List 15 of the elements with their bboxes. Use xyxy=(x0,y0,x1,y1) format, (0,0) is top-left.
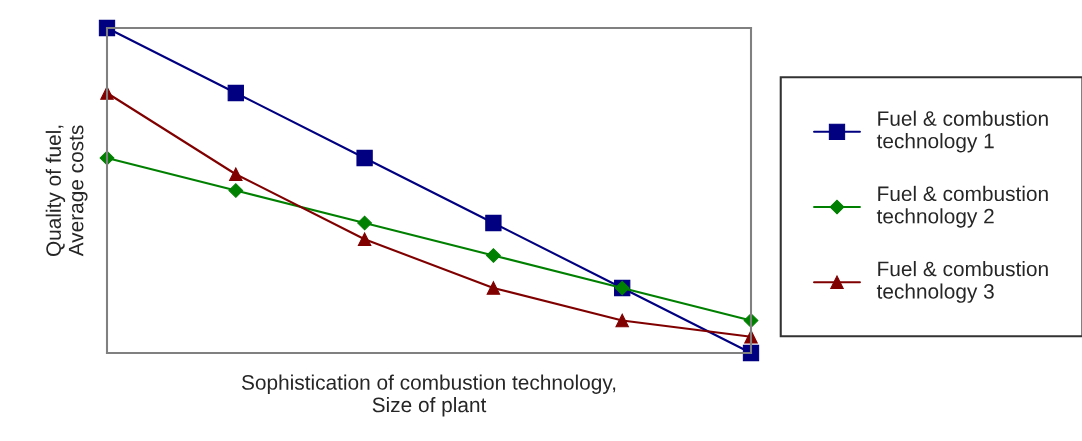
point xyxy=(228,183,244,198)
point xyxy=(227,84,244,102)
point xyxy=(356,149,373,167)
y-axis-title: Quality of fuel, Average costs xyxy=(45,125,88,257)
point xyxy=(357,215,372,231)
point xyxy=(615,313,629,328)
legend-label: Fuel & combustion technology 1 xyxy=(876,110,1048,153)
legend-label: Fuel & combustion technology 2 xyxy=(876,185,1048,228)
point xyxy=(357,232,372,247)
x-axis-title: Sophistication of combustion technology, Size of plant xyxy=(241,374,616,417)
legend-label: Fuel & combustion technology 3 xyxy=(876,261,1048,303)
point xyxy=(229,167,243,182)
point xyxy=(486,281,501,295)
point xyxy=(485,214,502,232)
point xyxy=(486,248,501,263)
